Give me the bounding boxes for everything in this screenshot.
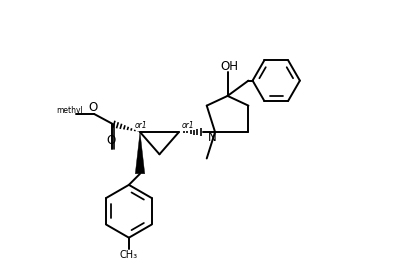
Text: or1: or1 bbox=[134, 121, 147, 130]
Text: O: O bbox=[106, 135, 115, 147]
Text: N: N bbox=[208, 131, 217, 143]
Text: OH: OH bbox=[221, 60, 239, 73]
Text: or1: or1 bbox=[182, 121, 194, 130]
Polygon shape bbox=[135, 132, 145, 174]
Text: CH₃: CH₃ bbox=[120, 250, 138, 260]
Text: methyl: methyl bbox=[57, 106, 83, 115]
Text: O: O bbox=[88, 101, 97, 113]
